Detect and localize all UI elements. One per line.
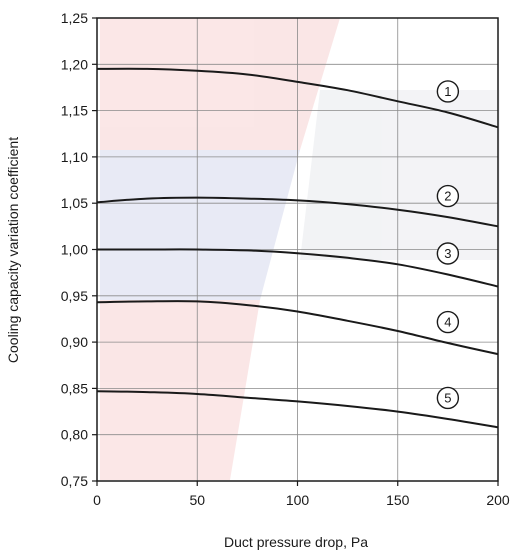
series-line-2 bbox=[96, 196, 499, 228]
y-tick-label: 1,05 bbox=[61, 195, 88, 211]
curve-label-4: 4 bbox=[436, 310, 460, 334]
series-line-5 bbox=[96, 390, 499, 429]
curve-label-5: 5 bbox=[436, 386, 460, 410]
y-tick-label: 1,20 bbox=[61, 56, 88, 72]
curve-labels: 1 2 3 4 5 bbox=[436, 80, 460, 410]
curve-label-number: 3 bbox=[444, 246, 451, 261]
curve-label-circle bbox=[436, 310, 460, 334]
curve-label-3: 3 bbox=[436, 242, 460, 265]
curve-label-2: 2 bbox=[436, 184, 460, 208]
curve-label-circle bbox=[436, 80, 460, 103]
curve-label-circle bbox=[436, 184, 460, 208]
y-tick-label: 0,75 bbox=[61, 473, 88, 489]
y-tick-label: 0,90 bbox=[61, 334, 88, 350]
series-line-3 bbox=[97, 248, 499, 288]
curve-label-number: 5 bbox=[444, 391, 451, 406]
y-axis-label: Cooling capacity variation coefficient bbox=[5, 137, 21, 363]
curve-label-number: 4 bbox=[444, 315, 451, 330]
x-tick-labels: 0 50 100 150 200 bbox=[93, 481, 510, 508]
curve-label-number: 2 bbox=[444, 189, 451, 204]
series-line-4 bbox=[96, 300, 499, 356]
y-tick-label: 0,80 bbox=[61, 427, 88, 443]
curve-label-number: 1 bbox=[444, 84, 451, 99]
x-axis-label: Duct pressure drop, Pa bbox=[224, 534, 368, 550]
x-tick-label: 200 bbox=[486, 492, 510, 508]
x-tick-label: 50 bbox=[189, 492, 205, 508]
y-tick-label: 1,00 bbox=[61, 242, 88, 258]
curve-label-circle bbox=[436, 386, 460, 410]
y-tick-label: 0,85 bbox=[61, 380, 88, 396]
y-tick-labels: 0,75 0,80 0,85 0,90 0,95 1,00 1,05 1,10 1,15 1,20… bbox=[61, 10, 97, 489]
y-tick-label: 1,15 bbox=[61, 103, 88, 119]
x-tick-label: 150 bbox=[386, 492, 410, 508]
series-line-1 bbox=[96, 67, 499, 129]
curve-label-circle bbox=[436, 242, 460, 265]
y-tick-label: 0,95 bbox=[61, 288, 88, 304]
x-tick-label: 0 bbox=[93, 492, 101, 508]
series-layer bbox=[96, 67, 499, 429]
y-tick-label: 1,10 bbox=[61, 149, 88, 165]
curve-label-1: 1 bbox=[436, 80, 460, 103]
x-tick-label: 100 bbox=[286, 492, 310, 508]
y-tick-label: 1,25 bbox=[61, 10, 88, 26]
